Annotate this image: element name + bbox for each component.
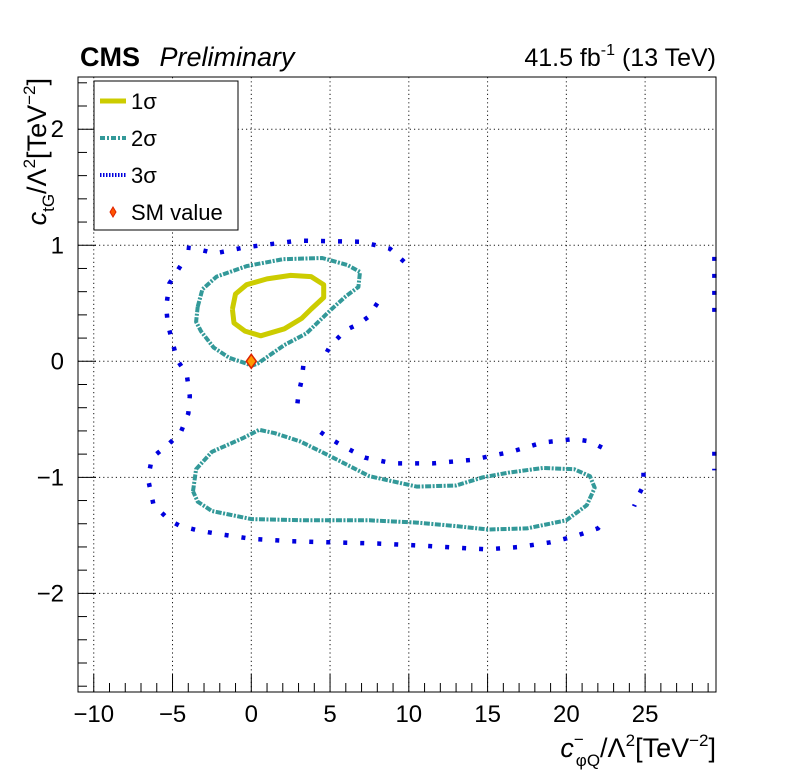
x-tick-label: 0	[245, 701, 258, 728]
contour-3sigma-1	[146, 264, 193, 475]
cms-label: CMS	[80, 42, 140, 72]
lumi-label: 41.5 fb-1 (13 TeV)	[524, 42, 716, 72]
contour-3sigma-3	[324, 302, 380, 354]
legend-swatch-sm	[109, 206, 117, 218]
y-tick-label: −2	[37, 580, 64, 607]
contour-3sigma-6	[632, 472, 646, 508]
x-tick-label: 20	[553, 701, 580, 728]
contour-2sigma-1	[191, 427, 597, 532]
sm-marker-layer	[245, 353, 258, 370]
preliminary-label: Preliminary	[160, 42, 297, 72]
axis-ticks	[77, 82, 709, 692]
y-tick-label: 0	[51, 348, 64, 375]
y-axis-label: ctG/Λ2[TeV−2]	[20, 78, 58, 225]
legend-label-sm: SM value	[131, 200, 223, 225]
sm-value-marker	[245, 353, 258, 370]
contour-1sigma-0	[229, 272, 327, 339]
contour-curves	[146, 238, 717, 552]
legend-label-1sigma: 1σ	[131, 89, 157, 114]
legend-label-3sigma: 3σ	[131, 163, 157, 188]
contour-2sigma-0	[194, 256, 362, 368]
x-tick-label: 25	[632, 701, 659, 728]
legend-label-2sigma: 2σ	[131, 126, 157, 151]
contour-3sigma-2	[146, 482, 608, 552]
x-tick-label: −10	[73, 701, 114, 728]
x-tick-label: 10	[395, 701, 422, 728]
y-tick-label: 2	[51, 116, 64, 143]
y-tick-label: −1	[37, 464, 64, 491]
x-tick-label: 15	[474, 701, 501, 728]
y-tick-label: 1	[51, 232, 64, 259]
x-axis-label: c− φQ/Λ2[TeV−2]	[560, 730, 716, 770]
contour-3sigma-0	[186, 238, 411, 268]
grid-lines	[78, 77, 716, 692]
svg-text:CMS Preliminary: CMS Preliminary	[80, 42, 296, 72]
x-tick-label: 5	[323, 701, 336, 728]
contour-3sigma-5	[319, 430, 607, 466]
legend-box	[93, 80, 239, 231]
legend: 1σ 2σ 3σ SM value	[93, 80, 239, 231]
contour-3sigma-4	[294, 365, 306, 408]
x-tick-label: −5	[159, 701, 186, 728]
